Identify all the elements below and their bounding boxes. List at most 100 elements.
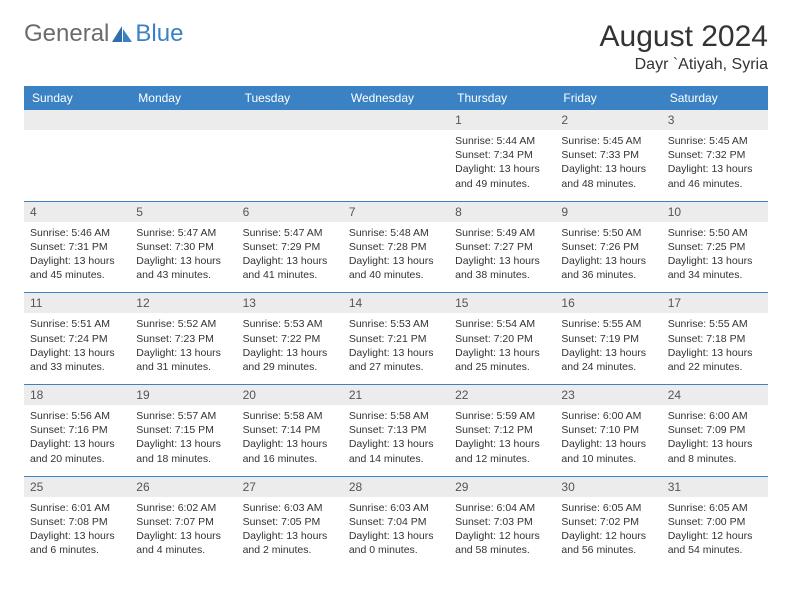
sunrise-text: Sunrise: 5:52 AM [136,317,230,331]
date-number-cell: 12 [130,293,236,314]
logo-text-blue: Blue [135,20,183,48]
date-info-cell: Sunrise: 5:54 AMSunset: 7:20 PMDaylight:… [449,313,555,384]
date-number-cell: 24 [662,385,768,406]
sunset-text: Sunset: 7:10 PM [561,423,655,437]
daylight-text: Daylight: 13 hours and 40 minutes. [349,254,443,282]
date-number-cell: 19 [130,385,236,406]
sunrise-text: Sunrise: 6:00 AM [668,409,762,423]
daylight-text: Daylight: 13 hours and 31 minutes. [136,346,230,374]
sunset-text: Sunset: 7:15 PM [136,423,230,437]
day-header: Wednesday [343,86,449,110]
sunrise-text: Sunrise: 5:55 AM [668,317,762,331]
sunrise-text: Sunrise: 5:47 AM [136,226,230,240]
sunrise-text: Sunrise: 5:53 AM [243,317,337,331]
date-info-cell: Sunrise: 5:47 AMSunset: 7:29 PMDaylight:… [237,222,343,293]
daylight-text: Daylight: 13 hours and 24 minutes. [561,346,655,374]
date-number-cell: 14 [343,293,449,314]
sunrise-text: Sunrise: 5:57 AM [136,409,230,423]
date-number-cell: 16 [555,293,661,314]
sunset-text: Sunset: 7:32 PM [668,148,762,162]
date-number-cell: 30 [555,476,661,497]
date-number-cell: 6 [237,201,343,222]
sunrise-text: Sunrise: 5:53 AM [349,317,443,331]
date-info-cell: Sunrise: 6:03 AMSunset: 7:04 PMDaylight:… [343,497,449,568]
date-number-row: 45678910 [24,201,768,222]
sunrise-text: Sunrise: 5:46 AM [30,226,124,240]
daylight-text: Daylight: 13 hours and 22 minutes. [668,346,762,374]
month-title: August 2024 [600,20,768,54]
sunset-text: Sunset: 7:26 PM [561,240,655,254]
sunrise-text: Sunrise: 5:49 AM [455,226,549,240]
date-info-cell: Sunrise: 5:48 AMSunset: 7:28 PMDaylight:… [343,222,449,293]
date-number-row: 11121314151617 [24,293,768,314]
date-info-cell: Sunrise: 5:55 AMSunset: 7:18 PMDaylight:… [662,313,768,384]
sunrise-text: Sunrise: 5:50 AM [668,226,762,240]
daylight-text: Daylight: 13 hours and 34 minutes. [668,254,762,282]
date-info-cell: Sunrise: 5:47 AMSunset: 7:30 PMDaylight:… [130,222,236,293]
date-number-cell: 15 [449,293,555,314]
sunset-text: Sunset: 7:33 PM [561,148,655,162]
date-number-cell: 22 [449,385,555,406]
date-info-cell: Sunrise: 5:45 AMSunset: 7:32 PMDaylight:… [662,130,768,201]
header: General Blue August 2024 Dayr `Atiyah, S… [24,20,768,74]
date-number-cell: 2 [555,110,661,130]
daylight-text: Daylight: 13 hours and 33 minutes. [30,346,124,374]
daylight-text: Daylight: 13 hours and 20 minutes. [30,437,124,465]
sunset-text: Sunset: 7:22 PM [243,332,337,346]
sunset-text: Sunset: 7:19 PM [561,332,655,346]
sunset-text: Sunset: 7:04 PM [349,515,443,529]
date-info-cell: Sunrise: 6:05 AMSunset: 7:02 PMDaylight:… [555,497,661,568]
date-info-cell: Sunrise: 5:58 AMSunset: 7:13 PMDaylight:… [343,405,449,476]
title-block: August 2024 Dayr `Atiyah, Syria [600,20,768,74]
date-info-cell: Sunrise: 5:52 AMSunset: 7:23 PMDaylight:… [130,313,236,384]
sunset-text: Sunset: 7:29 PM [243,240,337,254]
daylight-text: Daylight: 13 hours and 43 minutes. [136,254,230,282]
date-info-cell: Sunrise: 5:53 AMSunset: 7:22 PMDaylight:… [237,313,343,384]
sunset-text: Sunset: 7:31 PM [30,240,124,254]
date-number-cell: 29 [449,476,555,497]
date-number-cell: 1 [449,110,555,130]
date-number-row: 25262728293031 [24,476,768,497]
sunrise-text: Sunrise: 6:01 AM [30,501,124,515]
date-info-cell: Sunrise: 6:01 AMSunset: 7:08 PMDaylight:… [24,497,130,568]
sunrise-text: Sunrise: 5:47 AM [243,226,337,240]
daylight-text: Daylight: 13 hours and 48 minutes. [561,162,655,190]
date-info-cell: Sunrise: 5:58 AMSunset: 7:14 PMDaylight:… [237,405,343,476]
date-info-cell: Sunrise: 6:00 AMSunset: 7:10 PMDaylight:… [555,405,661,476]
day-header: Sunday [24,86,130,110]
date-info-cell [24,130,130,201]
date-info-cell [130,130,236,201]
daylight-text: Daylight: 12 hours and 56 minutes. [561,529,655,557]
sunrise-text: Sunrise: 6:03 AM [349,501,443,515]
location: Dayr `Atiyah, Syria [600,56,768,74]
date-info-cell: Sunrise: 5:51 AMSunset: 7:24 PMDaylight:… [24,313,130,384]
date-number-cell: 21 [343,385,449,406]
daylight-text: Daylight: 13 hours and 45 minutes. [30,254,124,282]
sunrise-text: Sunrise: 5:58 AM [349,409,443,423]
sunset-text: Sunset: 7:30 PM [136,240,230,254]
daylight-text: Daylight: 13 hours and 25 minutes. [455,346,549,374]
date-number-cell: 27 [237,476,343,497]
date-info-cell: Sunrise: 5:46 AMSunset: 7:31 PMDaylight:… [24,222,130,293]
date-info-row: Sunrise: 5:51 AMSunset: 7:24 PMDaylight:… [24,313,768,384]
date-number-cell: 10 [662,201,768,222]
daylight-text: Daylight: 13 hours and 29 minutes. [243,346,337,374]
day-header-row: SundayMondayTuesdayWednesdayThursdayFrid… [24,86,768,110]
sunrise-text: Sunrise: 5:51 AM [30,317,124,331]
date-number-row: 18192021222324 [24,385,768,406]
date-info-cell: Sunrise: 5:45 AMSunset: 7:33 PMDaylight:… [555,130,661,201]
sunset-text: Sunset: 7:34 PM [455,148,549,162]
daylight-text: Daylight: 12 hours and 58 minutes. [455,529,549,557]
daylight-text: Daylight: 13 hours and 0 minutes. [349,529,443,557]
daylight-text: Daylight: 13 hours and 2 minutes. [243,529,337,557]
date-number-cell: 17 [662,293,768,314]
sunset-text: Sunset: 7:12 PM [455,423,549,437]
sunrise-text: Sunrise: 5:50 AM [561,226,655,240]
sunrise-text: Sunrise: 6:04 AM [455,501,549,515]
daylight-text: Daylight: 13 hours and 36 minutes. [561,254,655,282]
date-number-cell [130,110,236,130]
sunset-text: Sunset: 7:28 PM [349,240,443,254]
date-info-cell: Sunrise: 6:03 AMSunset: 7:05 PMDaylight:… [237,497,343,568]
date-number-cell: 13 [237,293,343,314]
day-header: Saturday [662,86,768,110]
